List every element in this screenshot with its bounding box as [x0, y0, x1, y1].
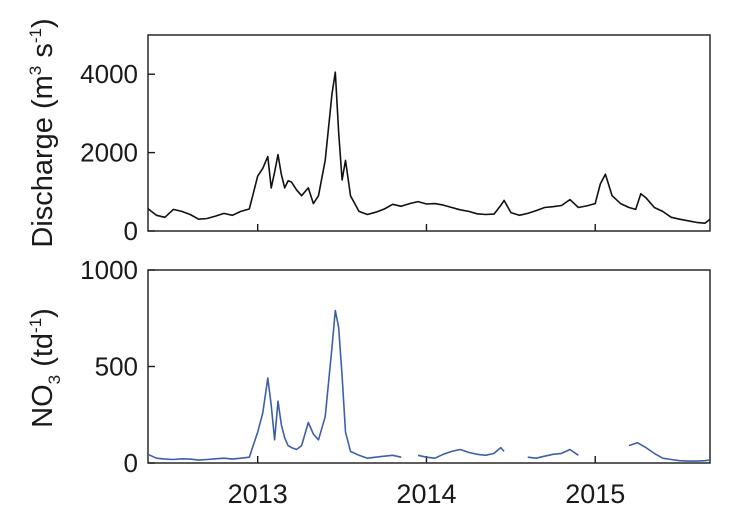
nitrate-plot-frame [147, 269, 711, 464]
x-tick-label: 2013 [228, 479, 288, 509]
nitrate-line-segment [527, 448, 579, 460]
nitrate-y-tick-label: 500 [95, 352, 138, 382]
nitrate-series [147, 309, 711, 462]
discharge-series [147, 71, 711, 224]
nitrate-line-segment [417, 446, 505, 460]
discharge-y-tick-label: 0 [124, 216, 138, 246]
nitrate-y-tick-label: 0 [124, 448, 138, 478]
nitrate-y-ticks: 0 500 1000 [80, 255, 155, 478]
nitrate-line-segment [628, 441, 711, 462]
nitrate-panel: 0 500 1000 2013 2014 2015 NO3 (td-1) [26, 255, 711, 509]
discharge-y-ticks: 0 2000 4000 [80, 59, 596, 246]
discharge-panel: 0 2000 4000 Discharge (m3 s-1) [26, 18, 711, 248]
discharge-line [147, 71, 711, 224]
nitrate-y-axis-label: NO3 (td-1) [26, 308, 64, 428]
discharge-y-tick-label: 2000 [80, 138, 138, 168]
nitrate-line-segment [147, 309, 402, 461]
discharge-plot-frame [147, 34, 711, 232]
x-tick-label: 2014 [396, 479, 456, 509]
nitrate-y-tick-label: 1000 [80, 255, 138, 285]
nitrate-x-ticks: 2013 2014 2015 [228, 456, 625, 509]
discharge-y-tick-label: 4000 [80, 59, 138, 89]
discharge-y-axis-label: Discharge (m3 s-1) [26, 18, 59, 247]
x-tick-label: 2015 [565, 479, 625, 509]
